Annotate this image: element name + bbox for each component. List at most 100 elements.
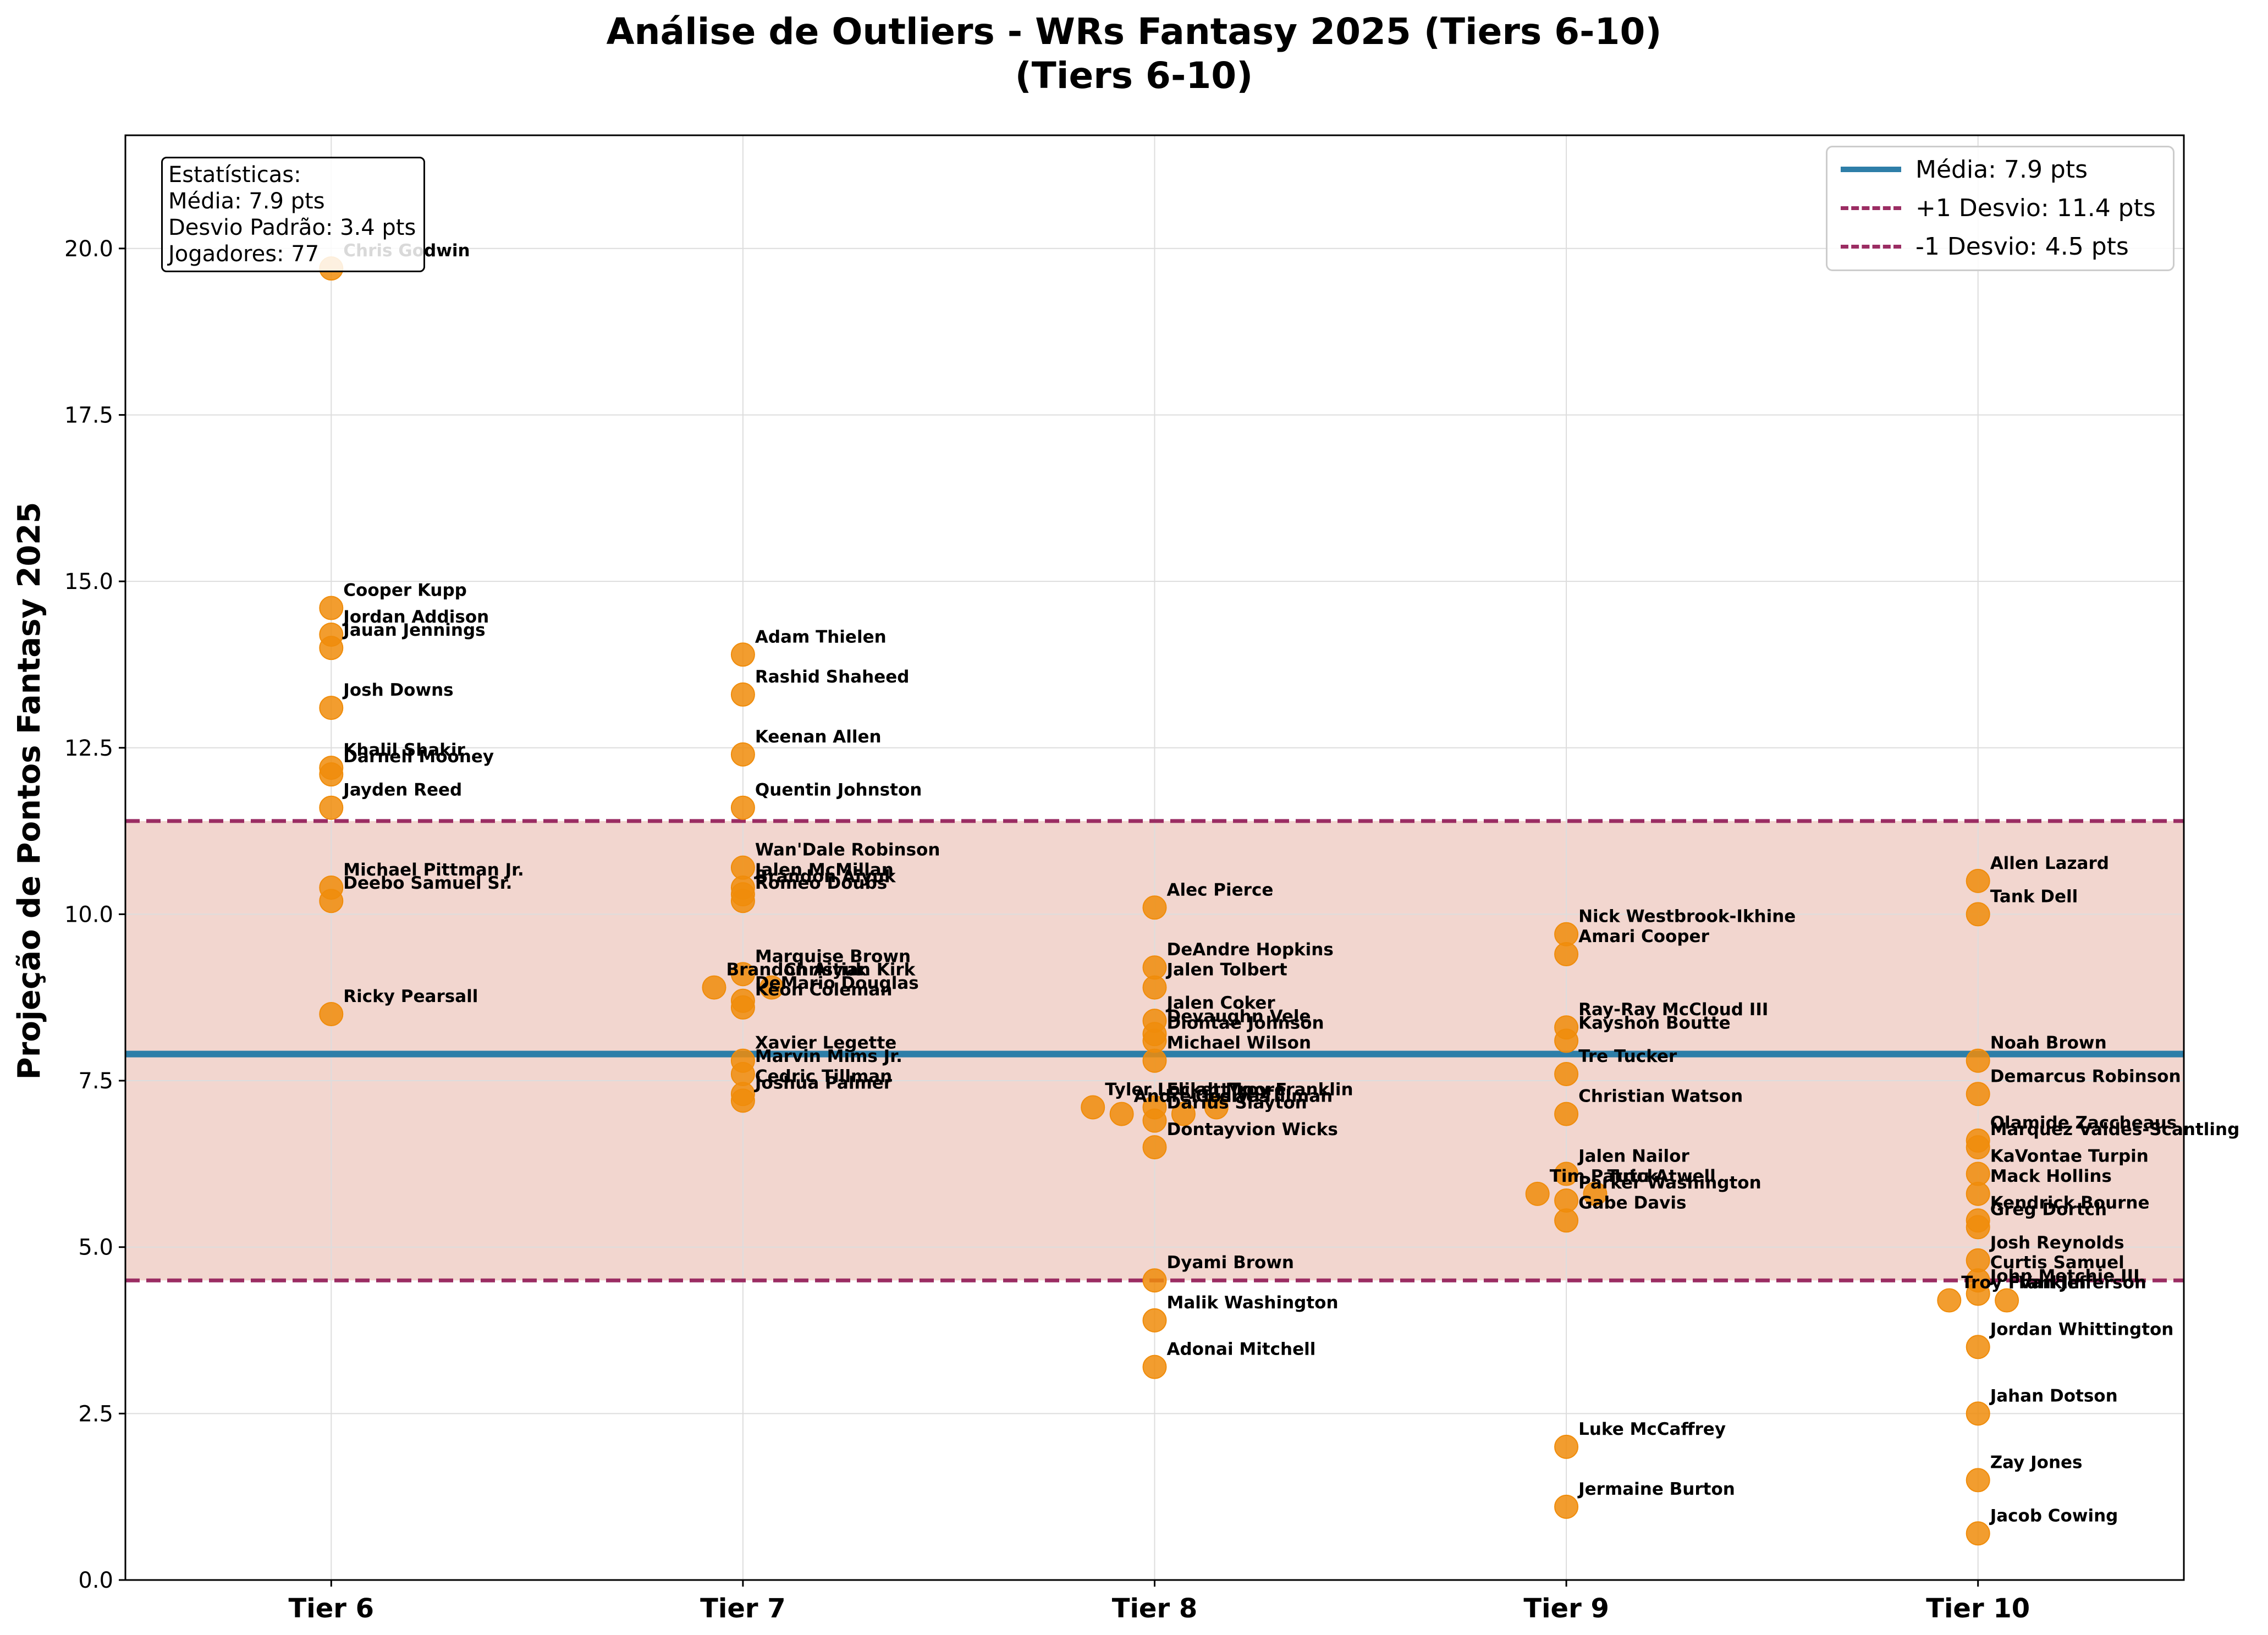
point-label: Dyami Brown <box>1167 1253 1295 1273</box>
point-label: Darnell Mooney <box>343 747 494 767</box>
data-point <box>1142 1355 1167 1379</box>
data-point <box>1554 1161 1579 1186</box>
point-label: Darius Slayton <box>1167 1093 1307 1113</box>
point-label: Tre Tucker <box>1578 1047 1677 1066</box>
data-point <box>319 1001 344 1026</box>
data-point <box>1081 1095 1105 1120</box>
y-tick-label: 15.0 <box>64 569 113 594</box>
data-point <box>1142 1108 1167 1133</box>
x-tick-label: Tier 9 <box>1523 1593 1609 1624</box>
legend-item-minus-sd: -1 Desvio: 4.5 pts <box>1841 230 2129 263</box>
data-point <box>1966 1521 1990 1546</box>
point-label: Jordan Whittington <box>1989 1319 2174 1339</box>
point-label: Deebo Samuel Sr. <box>343 873 512 893</box>
data-point <box>730 889 755 913</box>
point-label: Nick Westbrook-Ikhine <box>1578 907 1796 927</box>
legend-label-mean: Média: 7.9 pts <box>1915 155 2088 184</box>
legend-swatch-minus-sd <box>1841 244 1901 249</box>
data-point <box>1554 1208 1579 1233</box>
data-point <box>1142 1048 1167 1073</box>
stats-player-count: Jogadores: 77 <box>168 241 320 267</box>
data-point <box>730 962 755 987</box>
point-label: Troy Franklin <box>1229 1080 1353 1099</box>
data-point <box>730 682 755 707</box>
point-label: Greg Dortch <box>1990 1199 2107 1219</box>
point-label: Elijah Moore <box>1167 1080 1286 1099</box>
point-label: Jayden Reed <box>342 780 462 800</box>
data-point <box>1966 868 1990 893</box>
point-label: Christian Watson <box>1578 1087 1743 1106</box>
point-label: Alec Pierce <box>1167 880 1274 900</box>
point-label: Ricky Pearsall <box>343 987 478 1006</box>
point-label: Jordan Addison <box>342 607 489 627</box>
point-label: Tank Dell <box>1990 887 2078 906</box>
point-label: Marvin Mims Jr. <box>755 1047 902 1066</box>
data-point <box>1966 1335 1990 1359</box>
point-label: Jermaine Burton <box>1577 1479 1735 1499</box>
point-label: Quentin Johnston <box>755 780 922 800</box>
point-label: Troy Franklin <box>1961 1273 2086 1293</box>
point-label: Noah Brown <box>1990 1033 2107 1053</box>
point-label: Zay Jones <box>1990 1452 2083 1472</box>
data-point <box>1554 1061 1579 1086</box>
chart-title-line2: (Tiers 6-10) <box>1015 54 1253 97</box>
data-point <box>1966 1082 1990 1106</box>
data-point <box>1995 1288 2019 1313</box>
point-label: John Metchie III <box>1989 1266 2140 1286</box>
y-tick-label: 10.0 <box>64 902 113 927</box>
point-label: Cedric Tillman <box>1196 1087 1333 1106</box>
data-point <box>1583 1181 1608 1206</box>
point-label: Brandon Aiyuk <box>755 867 896 887</box>
point-label: Devaughn Vele <box>1167 1006 1311 1026</box>
data-point <box>759 975 784 1000</box>
point-label: Joshua Palmer <box>754 1073 893 1093</box>
point-label: Allen Lazard <box>1990 854 2109 873</box>
point-label: Wan'Dale Robinson <box>755 840 940 860</box>
point-label: Andrei Iosivas <box>1134 1087 1270 1106</box>
point-label: Brandon Aiyuk <box>726 960 867 980</box>
point-label: Keenan Allen <box>755 727 882 747</box>
point-label: Michael Pittman Jr. <box>343 860 524 880</box>
point-label: Josh Reynolds <box>1989 1233 2124 1253</box>
point-label: Xavier Legette <box>755 1033 896 1053</box>
data-point <box>730 742 755 767</box>
point-label: Kendrick Bourne <box>1990 1193 2150 1213</box>
point-label: Diontae Johnson <box>1167 1013 1324 1033</box>
data-point <box>1554 1494 1579 1519</box>
point-label: Michael Wilson <box>1167 1033 1312 1053</box>
data-point <box>730 795 755 820</box>
point-label: Jahan Dotson <box>1989 1386 2118 1406</box>
data-point <box>319 636 344 660</box>
data-point <box>1554 1434 1579 1459</box>
data-point <box>730 642 755 667</box>
data-point <box>1204 1095 1229 1120</box>
point-label: Kayshon Boutte <box>1578 1013 1731 1033</box>
point-label: Jalen Tolbert <box>1166 960 1287 980</box>
data-point <box>1142 1308 1167 1333</box>
data-point <box>1554 942 1579 967</box>
legend-swatch-plus-sd <box>1841 206 1901 210</box>
y-tick-label: 17.5 <box>64 403 113 428</box>
point-label: Ray-Ray McCloud III <box>1578 1000 1768 1020</box>
y-tick-label: 2.5 <box>78 1401 113 1427</box>
data-point <box>1142 895 1167 920</box>
point-label: Van Jefferson <box>2019 1273 2146 1293</box>
point-label: Jalen McMillan <box>754 860 894 880</box>
point-label: Jacob Cowing <box>1989 1506 2118 1526</box>
point-label: Amari Cooper <box>1578 927 1709 946</box>
point-label: Cedric Tillman <box>755 1066 892 1086</box>
point-label: Jalen Nailor <box>1577 1147 1689 1166</box>
y-axis-title: Projeção de Pontos Fantasy 2025 <box>12 502 47 1080</box>
data-point <box>1966 1281 1990 1306</box>
y-tick-label: 7.5 <box>78 1069 113 1094</box>
point-label: DeMario Douglas <box>755 973 919 993</box>
stats-std-dev: Desvio Padrão: 3.4 pts <box>168 215 416 240</box>
point-label: Jalen Coker <box>1166 993 1276 1013</box>
point-label: Curtis Samuel <box>1990 1253 2124 1273</box>
point-label: KaVontae Turpin <box>1990 1147 2149 1166</box>
data-point <box>319 696 344 720</box>
point-label: Marquise Brown <box>755 946 911 966</box>
point-label: Khalil Shakir <box>343 740 465 760</box>
legend-label-plus-sd: +1 Desvio: 11.4 pts <box>1915 194 2156 222</box>
